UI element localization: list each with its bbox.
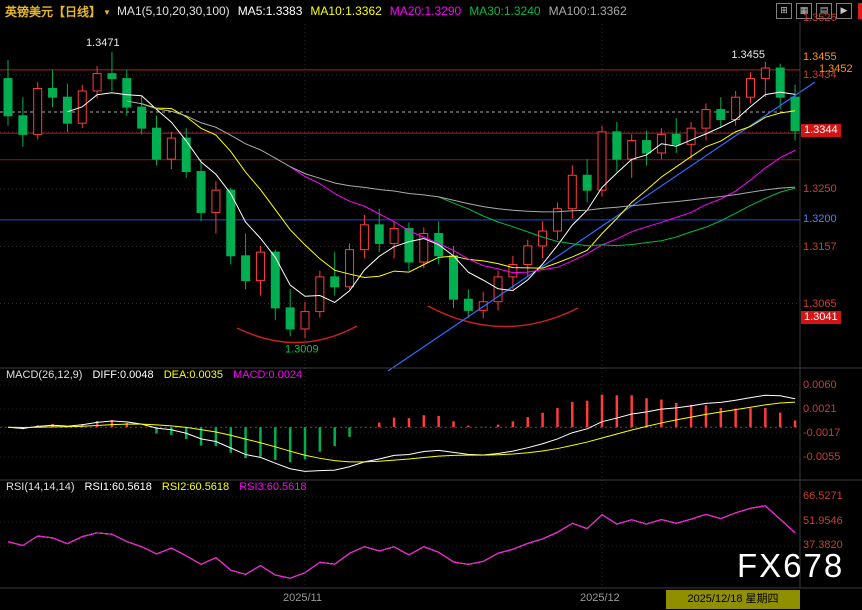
ma5-value: MA5:1.3383 bbox=[237, 4, 303, 18]
candle-body bbox=[419, 233, 429, 263]
ma-line-10 bbox=[141, 103, 796, 279]
play-forward-icon[interactable]: ▶ bbox=[836, 3, 852, 19]
ma100-value: MA100:1.3362 bbox=[548, 4, 627, 18]
candle-body bbox=[731, 96, 741, 120]
candle-body bbox=[686, 127, 696, 145]
candle-body bbox=[345, 249, 355, 288]
price-annotation: 1.3471 bbox=[86, 37, 120, 49]
ma-line-100 bbox=[126, 100, 796, 213]
price-annotation: 1.3009 bbox=[285, 343, 319, 355]
trendline bbox=[387, 81, 816, 372]
candle-body bbox=[137, 106, 147, 129]
candle-body bbox=[746, 78, 755, 98]
ma10-value: MA10:1.3362 bbox=[310, 4, 382, 18]
alert-marker bbox=[858, 3, 862, 19]
candle-body bbox=[582, 174, 592, 191]
candle-body bbox=[166, 137, 176, 160]
candle-body bbox=[211, 189, 221, 213]
candle-body bbox=[463, 298, 473, 311]
candle-body bbox=[226, 189, 236, 257]
candle-body bbox=[300, 311, 310, 330]
candle-body bbox=[315, 276, 325, 313]
candle-body bbox=[760, 67, 770, 80]
candle-body bbox=[716, 109, 726, 120]
candle-body bbox=[642, 140, 652, 154]
candle-body bbox=[18, 115, 28, 135]
candle-body bbox=[92, 73, 102, 92]
candle-body bbox=[62, 96, 72, 124]
annotation-arc bbox=[427, 305, 579, 328]
rsi-line-1 bbox=[7, 505, 796, 579]
price-annotation: 1.3455 bbox=[731, 49, 765, 61]
ma30-value: MA30:1.3240 bbox=[469, 4, 541, 18]
chevron-down-icon[interactable]: ▼ bbox=[103, 7, 111, 17]
ma-line-5 bbox=[67, 91, 796, 304]
candle-body bbox=[107, 73, 117, 80]
candle-body bbox=[3, 78, 13, 117]
candle-body bbox=[404, 228, 414, 263]
candle-body bbox=[701, 109, 711, 129]
annotation-arc bbox=[236, 325, 358, 344]
candle-body bbox=[196, 171, 206, 213]
candle-body bbox=[152, 127, 161, 160]
candle-body bbox=[567, 174, 577, 210]
candle-body bbox=[508, 264, 518, 278]
candle-body bbox=[255, 251, 265, 282]
ma-line-30 bbox=[438, 187, 796, 247]
candle-body bbox=[612, 131, 622, 160]
candle-body bbox=[48, 88, 58, 98]
chart-header: 英镑美元【日线】 ▼ MA1(5,10,20,30,100) MA5:1.338… bbox=[0, 0, 862, 22]
ma20-value: MA20:1.3290 bbox=[389, 4, 462, 18]
kline-view-icon[interactable]: ▤ bbox=[816, 3, 832, 19]
ma-settings-label: MA1(5,10,20,30,100) bbox=[116, 4, 230, 18]
candle-body bbox=[122, 78, 132, 108]
macd-dea-line bbox=[7, 401, 796, 463]
candle-body bbox=[627, 140, 637, 160]
candle-body bbox=[538, 230, 548, 247]
candle-body bbox=[671, 133, 681, 145]
candle-body bbox=[552, 208, 562, 232]
ma-line-20 bbox=[289, 149, 796, 274]
candle-body bbox=[241, 255, 251, 282]
candle-body bbox=[330, 276, 340, 288]
rsi-line-3 bbox=[7, 505, 796, 579]
candle-body bbox=[33, 88, 43, 135]
candle-body bbox=[597, 131, 607, 191]
single-chart-icon[interactable]: ▦ bbox=[796, 3, 812, 19]
candle-body bbox=[449, 255, 458, 300]
candle-body bbox=[775, 67, 785, 98]
candle-body bbox=[181, 137, 191, 173]
candle-body bbox=[790, 96, 800, 132]
candle-body bbox=[523, 245, 533, 266]
rsi-line-2 bbox=[7, 505, 796, 579]
layout-grid-icon[interactable]: ⊞ bbox=[776, 3, 792, 19]
candle-body bbox=[389, 228, 399, 244]
candle-body bbox=[374, 224, 384, 244]
symbol-title[interactable]: 英镑美元【日线】 bbox=[5, 4, 102, 19]
candle-body bbox=[270, 251, 280, 309]
candle-body bbox=[359, 224, 369, 251]
candle-body bbox=[285, 307, 295, 330]
